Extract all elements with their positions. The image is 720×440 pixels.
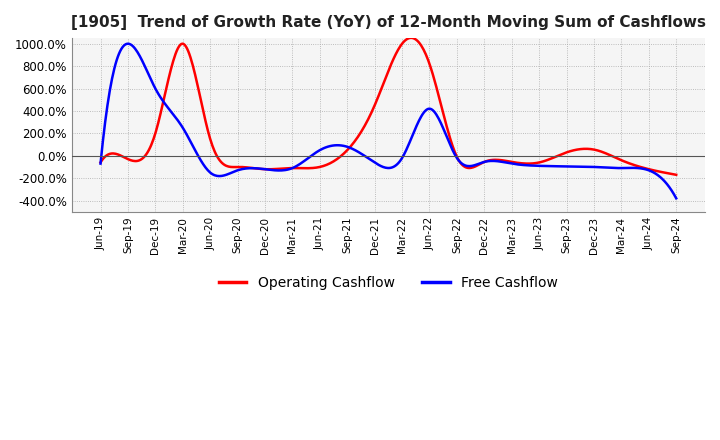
Free Cashflow [570,164,578,169]
Legend: Operating Cashflow, Free Cashflow: Operating Cashflow, Free Cashflow [213,270,564,295]
Free Cashflow [96,161,105,166]
Free Cashflow [440,128,449,133]
Title: [1905]  Trend of Growth Rate (YoY) of 12-Month Moving Sum of Cashflows: [1905] Trend of Growth Rate (YoY) of 12-… [71,15,706,30]
Operating Cashflow [672,172,680,177]
Free Cashflow [371,160,379,165]
Free Cashflow [672,196,680,201]
Operating Cashflow [373,96,382,101]
Operating Cashflow [369,104,378,110]
Line: Operating Cashflow: Operating Cashflow [101,38,676,175]
Free Cashflow [124,41,132,46]
Operating Cashflow [407,35,415,40]
Operating Cashflow [660,170,668,175]
Free Cashflow [660,177,668,183]
Operating Cashflow [570,148,578,153]
Free Cashflow [409,131,418,136]
Operating Cashflow [409,36,418,41]
Operating Cashflow [96,160,105,165]
Free Cashflow [374,162,383,168]
Line: Free Cashflow: Free Cashflow [101,44,676,198]
Operating Cashflow [440,115,449,120]
